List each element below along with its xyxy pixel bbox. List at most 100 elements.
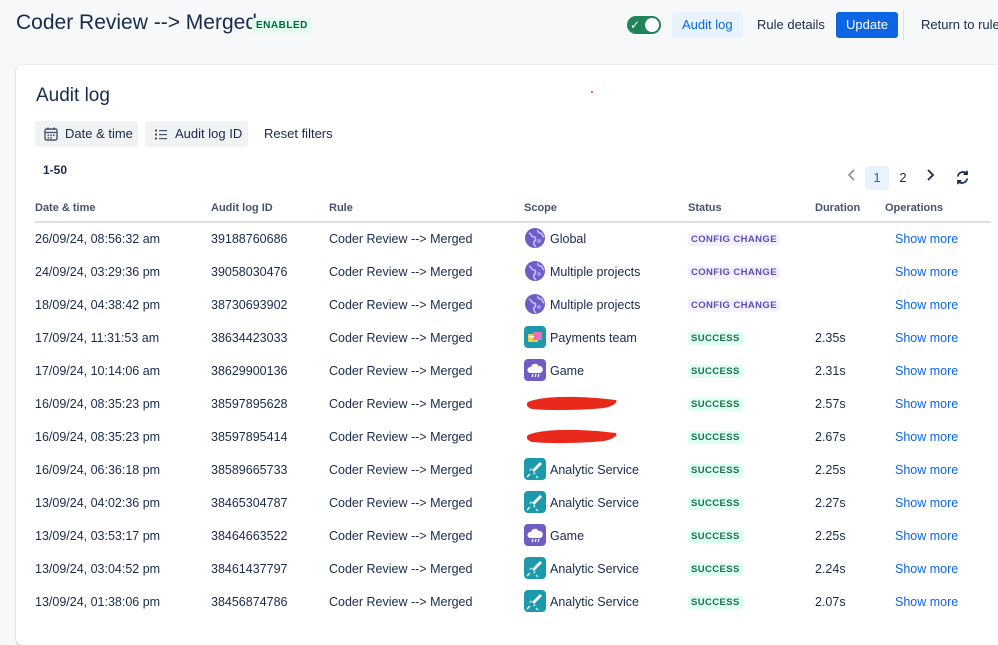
scope-label: Multiple projects [550, 298, 641, 312]
duration-cell: 2.25s [815, 463, 846, 477]
duration-cell: 2.07s [815, 595, 846, 609]
show-more-link[interactable]: Show more [895, 496, 959, 510]
table-row: 16/09/24, 06:36:18 pm 38589665733 Coder Re… [0, 453, 998, 486]
list-icon [155, 129, 167, 140]
table-row: 13/09/24, 03:53:17 pm 38464663522 Coder Re… [0, 519, 998, 552]
page-title: Coder Review --> Merged [16, 11, 258, 34]
column-header-status[interactable]: Status [688, 202, 722, 214]
rule-cell: Coder Review --> Merged [329, 496, 473, 510]
status-lozenge: SUCCESS [688, 530, 743, 543]
table-row: 16/09/24, 08:35:23 pm 38597895628 Coder Re… [0, 387, 998, 420]
table-row: 18/09/24, 04:38:42 pm 38730693902 Coder Re… [0, 288, 998, 321]
rocket-project-icon [524, 491, 546, 513]
date-cell: 13/09/24, 01:38:06 pm [35, 595, 161, 609]
header-divider-line [35, 221, 991, 223]
table-row: 24/09/24, 03:29:36 pm 39058030476 Coder Re… [0, 255, 998, 288]
show-more-link[interactable]: Show more [895, 232, 959, 246]
audit-id-cell: 38597895414 [211, 430, 288, 444]
date-cell: 13/09/24, 04:02:36 pm [35, 496, 161, 510]
check-icon: ✓ [630, 18, 641, 32]
rule-cell: Coder Review --> Merged [329, 331, 473, 345]
table-row: 16/09/24, 08:35:23 pm 38597895414 Coder Re… [0, 420, 998, 453]
rule-header: Coder Review --> Merged ENABLED ✓ Audit … [0, 0, 998, 52]
calendar-icon [44, 127, 58, 141]
rule-cell: Coder Review --> Merged [329, 430, 473, 444]
date-cell: 18/09/24, 04:38:42 pm [35, 298, 161, 312]
date-time-filter-label: Date & time [65, 126, 133, 141]
date-cell: 17/09/24, 11:31:53 am [35, 331, 160, 345]
column-header-operations: Operations [885, 202, 944, 214]
status-lozenge: CONFIG CHANGE [688, 233, 780, 246]
table-row: 13/09/24, 04:02:36 pm 38465304787 Coder Re… [0, 486, 998, 519]
audit-id-cell: 38461437797 [211, 562, 288, 576]
status-lozenge: SUCCESS [688, 398, 743, 411]
result-range: 1-50 [43, 163, 68, 177]
audit-id-cell: 39058030476 [211, 265, 288, 279]
date-cell: 24/09/24, 03:29:36 pm [35, 265, 161, 279]
duration-cell: 2.24s [815, 562, 846, 576]
rule-enabled-toggle[interactable]: ✓ [627, 16, 661, 34]
table-row: 13/09/24, 01:38:06 pm 38456874786 Coder Re… [0, 585, 998, 618]
audit-log-id-filter-button[interactable]: Audit log ID [145, 121, 248, 147]
scope-label: Multiple projects [550, 265, 641, 279]
rule-details-button[interactable]: Rule details [757, 17, 825, 32]
scope-label: Game [550, 529, 585, 543]
duration-cell: 2.27s [815, 496, 846, 510]
audit-id-cell: 38456874786 [211, 595, 288, 609]
update-button[interactable]: Update [836, 12, 898, 38]
header-divider [903, 10, 904, 40]
audit-log-panel [16, 65, 998, 645]
audit-id-cell: 38465304787 [211, 496, 288, 510]
rule-cell: Coder Review --> Merged [329, 232, 473, 246]
column-header-rule[interactable]: Rule [329, 202, 353, 214]
show-more-link[interactable]: Show more [895, 430, 959, 444]
redacted-scope [524, 425, 620, 449]
cloud-project-icon [524, 524, 546, 546]
show-more-link[interactable]: Show more [895, 463, 959, 477]
redacted-scope [524, 392, 620, 416]
return-to-rules-button[interactable]: Return to rules [921, 17, 998, 32]
rule-cell: Coder Review --> Merged [329, 562, 473, 576]
column-header-date[interactable]: Date & time [35, 202, 96, 214]
show-more-link[interactable]: Show more [895, 265, 959, 279]
globe-icon [524, 260, 546, 282]
show-more-link[interactable]: Show more [895, 529, 959, 543]
scope-label: Global [550, 232, 587, 246]
date-time-filter-button[interactable]: Date & time [35, 121, 138, 147]
audit-log-button[interactable]: Audit log [672, 12, 743, 38]
show-more-link[interactable]: Show more [895, 364, 959, 378]
column-header-scope[interactable]: Scope [524, 202, 558, 214]
show-more-link[interactable]: Show more [895, 298, 959, 312]
status-lozenge: SUCCESS [688, 464, 743, 477]
globe-icon [524, 293, 546, 315]
chevron-left-icon[interactable] [845, 168, 859, 182]
date-cell: 17/09/24, 10:14:06 am [35, 364, 161, 378]
chevron-right-icon[interactable] [923, 168, 937, 182]
audit-id-cell: 38730693902 [211, 298, 288, 312]
panel-title: Audit log [36, 85, 110, 106]
rule-cell: Coder Review --> Merged [329, 265, 473, 279]
duration-cell: 2.31s [815, 364, 846, 378]
refresh-icon[interactable] [954, 169, 971, 186]
show-more-link[interactable]: Show more [895, 397, 959, 411]
show-more-link[interactable]: Show more [895, 562, 959, 576]
stray-dot [591, 91, 593, 93]
date-cell: 13/09/24, 03:04:52 pm [35, 562, 161, 576]
page-button-2[interactable]: 2 [899, 170, 907, 185]
reset-filters-button[interactable]: Reset filters [264, 126, 333, 141]
status-badge: ENABLED [252, 18, 312, 33]
date-cell: 26/09/24, 08:56:32 am [35, 232, 161, 246]
status-lozenge: SUCCESS [688, 332, 743, 345]
show-more-link[interactable]: Show more [895, 595, 959, 609]
rule-cell: Coder Review --> Merged [329, 298, 473, 312]
rocket-project-icon [524, 590, 546, 612]
rule-cell: Coder Review --> Merged [329, 463, 473, 477]
audit-id-cell: 38629900136 [211, 364, 288, 378]
column-header-duration[interactable]: Duration [815, 202, 861, 214]
duration-cell: 2.57s [815, 397, 846, 411]
page-button-1[interactable]: 1 [865, 166, 889, 190]
column-header-id[interactable]: Audit log ID [211, 202, 273, 214]
audit-log-id-filter-label: Audit log ID [175, 126, 243, 141]
show-more-link[interactable]: Show more [895, 331, 959, 345]
duration-cell: 2.35s [815, 331, 846, 345]
